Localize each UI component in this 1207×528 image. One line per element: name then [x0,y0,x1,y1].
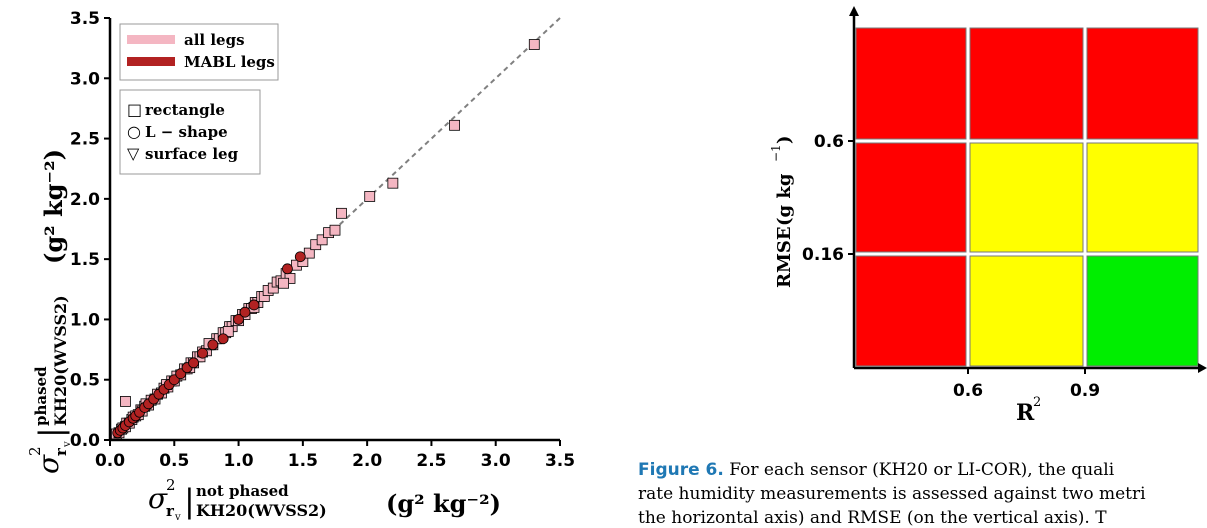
x-label-subsub: v [174,512,181,523]
matrix-y-label-units: (g kg [774,173,795,226]
x-tick-label: 0.5 [159,451,189,471]
legend-symbol: ○ [127,122,141,141]
legend-swatch [127,35,175,44]
x-label-units: (g² kg⁻²) [386,489,501,518]
data-point-mabl-legs [217,333,229,345]
x-label-sigma: σ [148,482,168,515]
data-point-all-legs [449,119,460,131]
data-point-mabl-legs [248,299,260,311]
matrix-y-label-exp: −1 [769,144,783,162]
y-label-units: (g² kg⁻²) [39,149,68,264]
x-label-condition: not phased [196,482,289,500]
data-point-all-legs [528,39,540,50]
x-tick-label: 3.5 [545,451,575,471]
y-tick-label: 2.0 [70,190,100,210]
matrix-x-tick-label: 0.9 [1070,381,1100,401]
y-tick-label: 2.5 [70,130,100,150]
matrix-y-label-close: ) [774,135,795,144]
y-label-condition: phased [32,366,50,426]
matrix-y-tick-label: 0.6 [814,132,844,152]
y-tick-label: 3.0 [70,69,100,89]
matrix-x-arrow [1198,363,1207,373]
y-label-bar: | [32,427,70,438]
data-point-all-legs [329,224,341,236]
caption-figure-label: Figure 6. [638,460,724,480]
data-point-all-legs [120,396,131,407]
data-point-mabl-legs [282,263,293,275]
x-label-sub: r [166,502,175,520]
caption-line-3: the horizontal axis) and RMSE (on the ve… [638,508,1107,528]
data-point-all-legs [364,191,376,202]
data-point-mabl-legs [197,347,208,359]
y-tick-label: 0.5 [70,371,100,391]
legend-label: rectangle [145,101,225,119]
matrix-cell [969,142,1084,253]
marker-legend-box [119,89,261,175]
y-tick-label: 1.0 [70,310,100,330]
legend-symbol: ▽ [127,144,140,163]
matrix-y-arrow [849,6,859,16]
matrix-cell [969,27,1084,140]
data-point-all-legs [316,234,328,246]
x-tick-label: 0.0 [95,451,125,471]
y-label-sigma: σ [32,454,65,474]
legend-swatch [127,57,175,66]
matrix-cell [969,255,1084,367]
legend-label: L − shape [145,123,228,141]
matrix-cell [855,27,967,140]
x-label-sup: 2 [166,476,176,494]
color-legend-box [119,23,279,81]
y-tick-label: 0.0 [70,431,100,451]
data-point-mabl-legs [233,314,244,325]
legend-label: surface leg [145,145,239,163]
matrix-cell [855,255,967,367]
x-tick-label: 3.0 [481,451,511,471]
matrix-x-axis-label: R2 [1016,395,1041,426]
y-tick-label: 1.5 [70,250,100,270]
matrix-cell [1086,255,1199,367]
matrix-y-axis-label: RMSE(g kg −1) [769,135,795,288]
data-point-all-legs [387,177,399,189]
y-tick-label: 3.5 [70,9,100,29]
x-tick-label: 2.5 [416,451,446,471]
data-point-mabl-legs [207,339,219,351]
matrix-x-tick-label: 0.6 [953,381,983,401]
matrix-y-label-main: RMSE [774,226,795,288]
legend-label: MABL legs [184,53,275,71]
matrix-x-label-sup: 2 [1033,395,1041,410]
x-tick-label: 2.0 [352,451,382,471]
figure-caption: Figure 6. For each sensor (KH20 or LI-CO… [638,458,1207,528]
data-point-mabl-legs [188,357,199,369]
y-label-subsub: v [62,441,73,448]
matrix-y-tick-label: 0.16 [802,245,844,265]
data-point-all-legs [222,326,234,337]
matrix-cell [1086,27,1199,140]
legend-symbol: □ [127,100,142,119]
x-tick-label: 1.0 [224,451,254,471]
caption-line-2: rate humidity measurements is assessed a… [638,484,1146,504]
legend-label: all legs [184,31,245,49]
y-label-sup: 2 [26,446,44,456]
y-label-instrument: KH20(WVSS2) [51,295,70,426]
y-axis-label: σ2 rv |phased KH20(WVSS2) (g² kg⁻²) [26,149,73,474]
data-point-mabl-legs [239,306,251,318]
y-label-sub: r [52,447,70,456]
x-tick-label: 1.5 [288,451,318,471]
caption-line-1: For each sensor (KH20 or LI-COR), the qu… [729,460,1115,480]
matrix-x-label-main: R [1016,400,1035,426]
matrix-cell [855,142,967,253]
matrix-cell [1086,142,1199,253]
data-point-all-legs [278,277,289,289]
data-point-mabl-legs [294,251,306,263]
x-label-instrument: KH20(WVSS2) [196,501,327,520]
x-label-bar: | [184,482,195,520]
scatter-chart: 0.0 0.5 1.0 1.5 2.0 2.5 3.0 3.5 0.0 0.5 1.0 1.5 2.0 2… [26,9,575,523]
data-point-all-legs [336,207,347,219]
